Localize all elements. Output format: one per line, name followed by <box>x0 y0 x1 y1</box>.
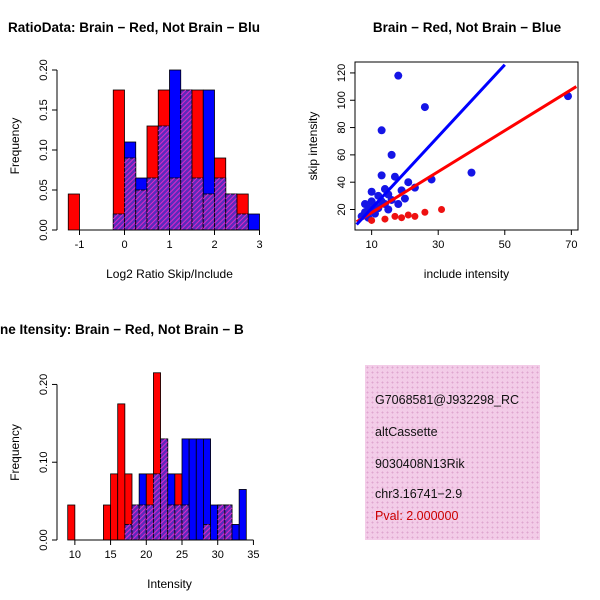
gene-intensity-histogram-plot: 10 15 20 25 30 35 0.00 0.10 0.20 Intensity Frequen… <box>0 340 300 600</box>
svg-text:40: 40 <box>336 176 348 188</box>
svg-text:0.10: 0.10 <box>38 452 50 473</box>
svg-text:-1: -1 <box>75 239 85 251</box>
svg-text:include intensity: include intensity <box>424 267 509 281</box>
svg-text:0.20: 0.20 <box>38 59 50 80</box>
svg-text:0.05: 0.05 <box>38 179 50 200</box>
intensity-scatter-plot: 10 30 50 70 20 40 60 80 100 120 include intensity s… <box>300 40 600 310</box>
svg-text:Frequency: Frequency <box>8 424 22 481</box>
svg-text:0.00: 0.00 <box>38 529 50 550</box>
info-line-gene-name: 9030408N13Rik <box>375 457 465 471</box>
svg-text:35: 35 <box>247 549 259 561</box>
svg-text:skip intensity: skip intensity <box>306 112 320 181</box>
info-line-pval: Pval: 2.000000 <box>375 509 459 523</box>
svg-text:0.10: 0.10 <box>38 139 50 160</box>
svg-text:0.15: 0.15 <box>38 99 50 120</box>
gene-intensity-histogram-title: ne Itensity: Brain − Red, Not Brain − B <box>0 322 244 337</box>
svg-text:120: 120 <box>336 64 348 82</box>
svg-text:10: 10 <box>366 239 378 251</box>
svg-text:2: 2 <box>211 239 217 251</box>
info-panel: G7068581@J932298_RC altCassette 9030408N… <box>365 365 540 540</box>
svg-text:70: 70 <box>565 239 577 251</box>
svg-text:0.20: 0.20 <box>38 374 50 395</box>
svg-text:Frequency: Frequency <box>8 118 22 175</box>
svg-text:10: 10 <box>69 549 81 561</box>
svg-text:15: 15 <box>104 549 116 561</box>
scatter-title: Brain − Red, Not Brain − Blue <box>372 20 562 35</box>
svg-text:0.00: 0.00 <box>38 219 50 240</box>
svg-text:20: 20 <box>336 203 348 215</box>
info-line-event-type: altCassette <box>375 425 438 439</box>
svg-text:100: 100 <box>336 91 348 109</box>
svg-text:20: 20 <box>140 549 152 561</box>
info-line-locus: chr3.16741−2.9 <box>375 487 463 501</box>
svg-text:25: 25 <box>176 549 188 561</box>
svg-text:1: 1 <box>166 239 172 251</box>
svg-text:60: 60 <box>336 149 348 161</box>
svg-text:3: 3 <box>256 239 262 251</box>
ratio-histogram-title: RatioData: Brain − Red, Not Brain − Blu <box>8 20 261 35</box>
svg-text:80: 80 <box>336 121 348 133</box>
svg-text:50: 50 <box>499 239 511 251</box>
info-line-probe-id: G7068581@J932298_RC <box>375 393 520 407</box>
svg-text:Log2 Ratio Skip/Include: Log2 Ratio Skip/Include <box>106 267 233 281</box>
ratio-histogram-plot: -1 0 1 2 3 0.00 0.05 0.10 0.15 0.20 Log2 Ratio Ski… <box>0 40 300 310</box>
svg-text:Intensity: Intensity <box>147 577 192 591</box>
svg-text:30: 30 <box>432 239 444 251</box>
svg-text:0: 0 <box>121 239 127 251</box>
svg-text:30: 30 <box>212 549 224 561</box>
